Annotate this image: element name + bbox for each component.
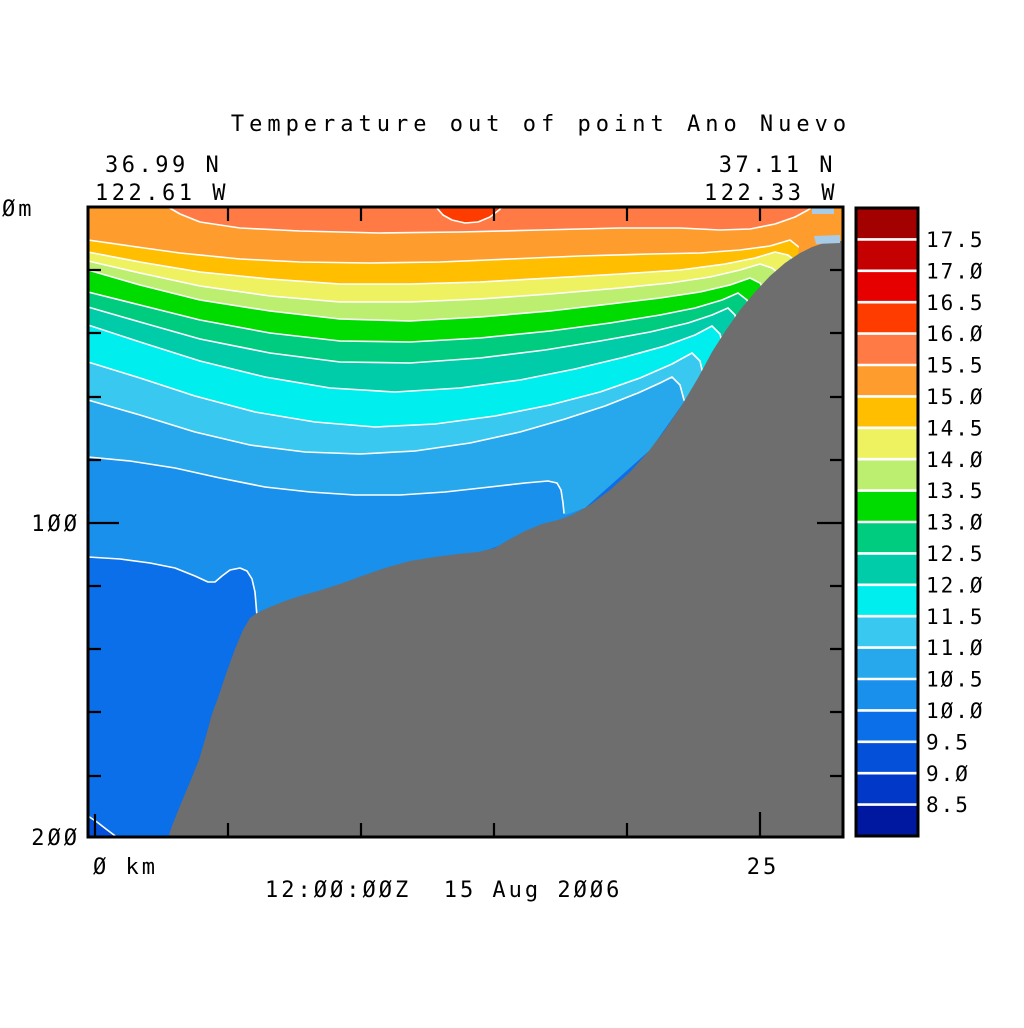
bottom-axis-major-ticks	[93, 812, 762, 836]
colorbar-segment	[856, 522, 918, 554]
isotherm-15p5	[167, 206, 813, 234]
timestamp-label: 12:ØØ:ØØZ 15 Aug 2ØØ6	[265, 878, 622, 903]
colorbar-segment	[856, 741, 918, 774]
colorbar-tick-label: 13.Ø	[926, 511, 985, 535]
colorbar-tick-label: 17.Ø	[926, 259, 985, 283]
colorbar-segment	[856, 679, 918, 711]
isotherm-15	[87, 239, 804, 264]
y-axis-label-100m: 1ØØ	[31, 512, 80, 537]
isotherm-13	[87, 291, 751, 343]
colorbar-tick-label: 14.5	[926, 416, 985, 440]
isotherm-11	[87, 376, 685, 455]
x-axis-label-25km: 25	[747, 855, 780, 880]
isotherm-14p5	[87, 251, 794, 285]
colorbar-tick-label: 1Ø.5	[926, 668, 985, 692]
right-endpoint-latitude: 37.11 N	[719, 153, 836, 178]
colorbar-segment	[856, 710, 918, 742]
colorbar-tick-label: 16.5	[926, 291, 985, 315]
left-axis-minor-ticks	[89, 268, 101, 778]
colorbar-segment	[856, 647, 918, 679]
isotherm-10p5	[87, 456, 565, 514]
colorbar-segment	[856, 365, 918, 397]
colorbar-tick-label: 12.Ø	[926, 573, 985, 597]
band-15p5-16	[168, 207, 812, 233]
colorbar-dividers	[856, 238, 918, 806]
x-axis-label-0km: Ø km	[93, 855, 158, 880]
isotherm-10	[87, 556, 258, 617]
colorbar-segment	[856, 616, 918, 648]
y-axis-label-0m: Øm	[2, 197, 35, 222]
colorbar-tick-label: 9.5	[926, 730, 970, 754]
colorbar-tick-label: 12.5	[926, 542, 985, 566]
colorbar-segment	[856, 239, 918, 271]
colorbar-tick-label: 17.5	[926, 228, 985, 252]
colorbar-segment	[856, 333, 918, 365]
left-endpoint-longitude: 122.61 W	[95, 181, 229, 206]
colorbar-tick-label: 15.5	[926, 354, 985, 378]
colorbar-segment	[856, 584, 918, 617]
colorbar-segment	[856, 490, 918, 522]
colorbar-tick-label: 8.5	[926, 793, 970, 817]
isotherm-11p5	[87, 352, 704, 428]
colorbar-segment	[856, 302, 918, 334]
colorbar-tick-label: 14.Ø	[926, 448, 985, 472]
colorbar-tick-label: 13.5	[926, 479, 985, 503]
axis-ticks	[89, 208, 842, 836]
isotherm-13p5	[87, 269, 765, 322]
bottom-axis-minor-ticks	[226, 823, 629, 836]
plot-border	[86, 205, 845, 839]
y-axis-label-200m: 2ØØ	[31, 826, 80, 851]
colorbar-tick-label: 1Ø.Ø	[926, 699, 985, 723]
band-16-16p5-blob	[436, 207, 502, 223]
masked-patch-lower	[814, 235, 840, 244]
right-axis-minor-ticks	[830, 268, 842, 778]
isotherm-16	[435, 206, 503, 224]
top-axis-minor-ticks	[226, 208, 762, 221]
colorbar-segment	[856, 270, 918, 303]
left-endpoint-latitude: 36.99 N	[105, 153, 222, 178]
colorbar-segment	[856, 804, 918, 836]
colorbar-segment	[856, 553, 918, 585]
colorbar-segment	[856, 427, 918, 460]
colorbar-tick-label: 11.Ø	[926, 636, 985, 660]
colorbar-tick-label: 15.Ø	[926, 385, 985, 409]
colorbar-tick-label: 16.Ø	[926, 322, 985, 346]
contour-plot-area	[87, 206, 843, 839]
colorbar-tick-label: 9.Ø	[926, 762, 970, 786]
masked-patch-top	[812, 208, 834, 214]
right-endpoint-longitude: 122.33 W	[704, 181, 838, 206]
colorbar-border	[854, 206, 920, 838]
colorbar: 17.5 17.Ø 16.5 16.Ø 15.5 15.Ø 14.5 14.Ø …	[854, 206, 985, 838]
colorbar-segment	[856, 459, 918, 491]
isotherm-12	[87, 324, 723, 393]
plot-title: Temperature out of point Ano Nuevo	[231, 112, 851, 137]
colorbar-segment	[856, 773, 918, 805]
seafloor-mask	[168, 241, 843, 838]
colorbar-tick-label: 11.5	[926, 605, 985, 629]
isotherm-14	[87, 260, 779, 303]
colorbar-segment	[856, 208, 918, 240]
isotherm-12p5	[87, 306, 738, 364]
colorbar-segment	[856, 396, 918, 428]
